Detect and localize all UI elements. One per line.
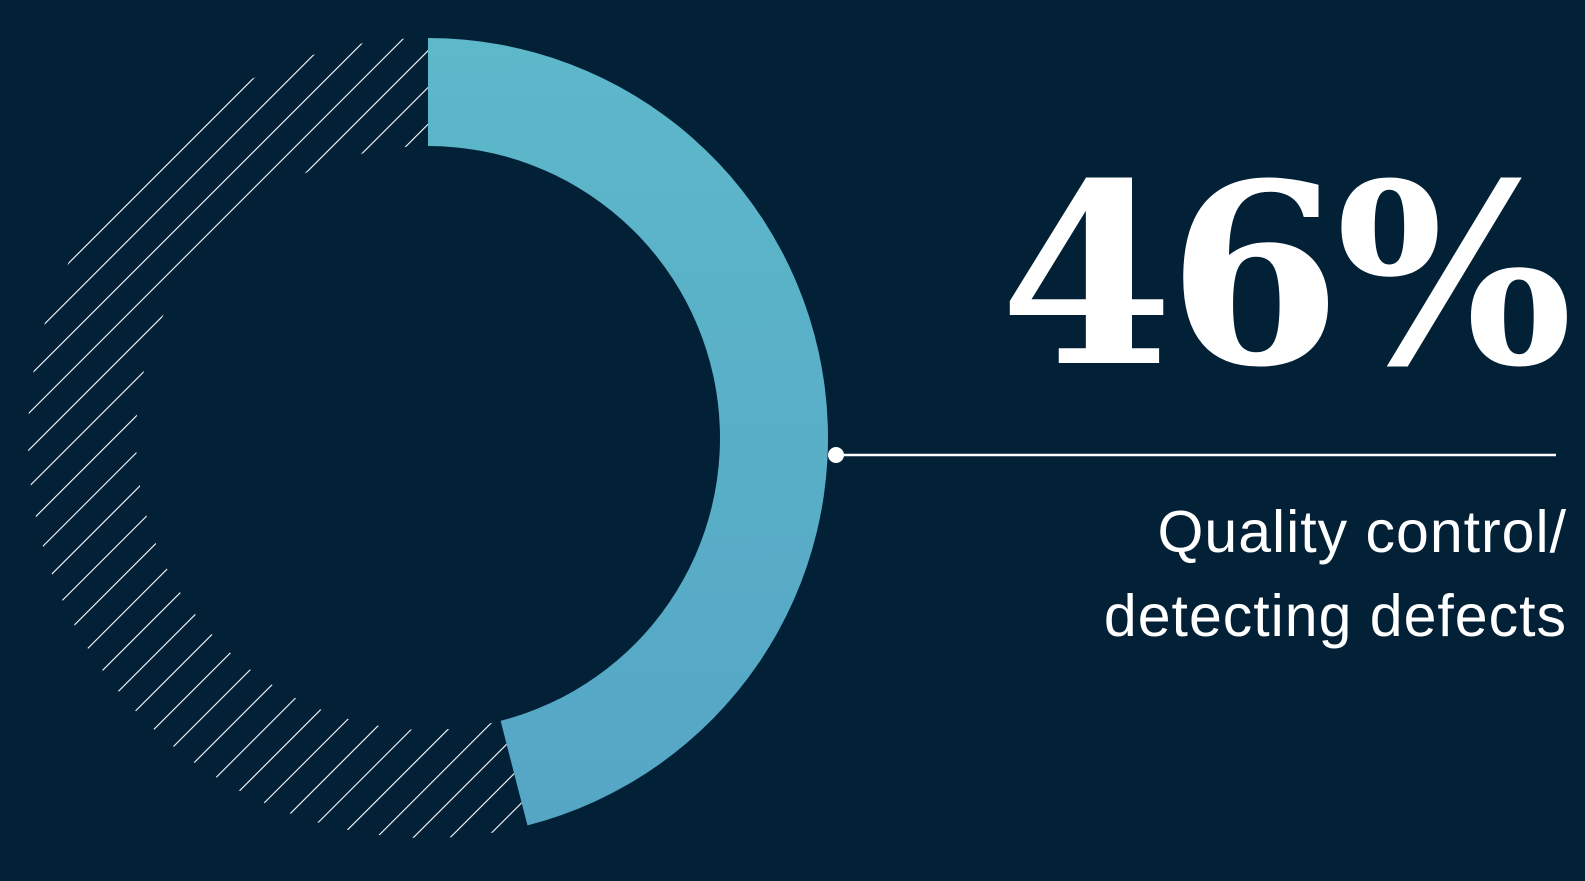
category-label-line-2: detecting defects: [1103, 583, 1567, 649]
leader-dot: [828, 447, 844, 463]
remainder-arc: [27, 38, 528, 838]
category-label: Quality control/ detecting defects: [1104, 490, 1567, 658]
value-arc: [428, 38, 828, 826]
percentage-value: 46%: [999, 128, 1573, 422]
category-label-line-1: Quality control/: [1157, 499, 1567, 565]
